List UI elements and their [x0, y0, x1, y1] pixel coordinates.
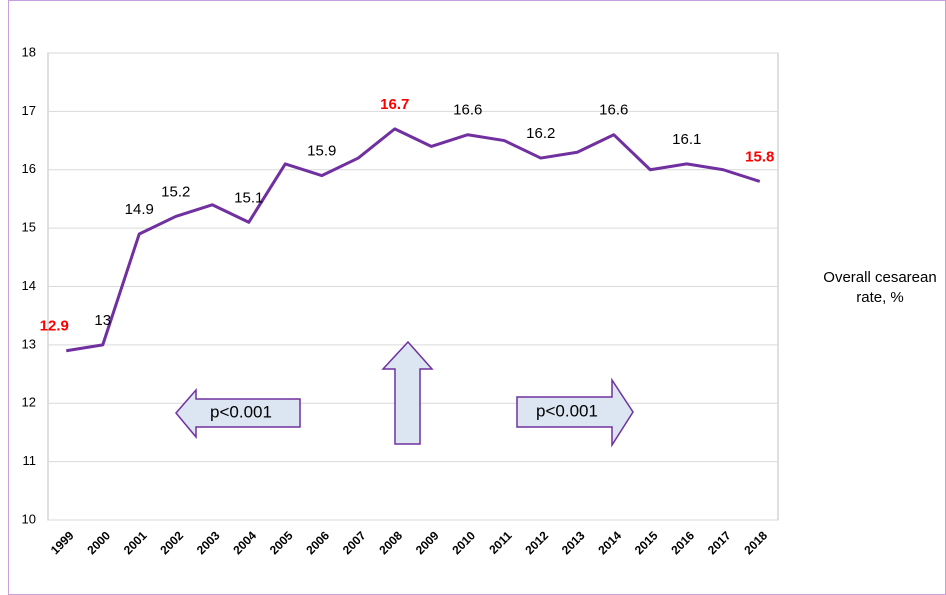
x-tick-label: 2005	[267, 528, 296, 557]
data-label: 16.6	[453, 102, 482, 119]
x-tick-label: 2000	[84, 528, 113, 557]
x-tick-label: 2007	[340, 528, 369, 557]
y-tick-label: 13	[22, 336, 36, 351]
data-label: 16.2	[526, 125, 555, 142]
data-label: 15.8	[745, 148, 774, 165]
data-label: 14.9	[125, 201, 154, 218]
annotation: p<0.001	[210, 402, 272, 421]
up-arrow	[381, 340, 434, 445]
grid	[48, 52, 778, 521]
y-tick-label: 12	[22, 395, 36, 410]
y-tick-label: 10	[22, 511, 36, 526]
x-tick-label: 2018	[741, 528, 770, 557]
annotation: p<0.001	[536, 401, 598, 420]
line	[66, 127, 761, 353]
x-tick-label: 2013	[559, 528, 588, 557]
x-tick-label: 2012	[522, 528, 551, 557]
y-tick-label: 17	[22, 103, 36, 118]
x-tick-label: 2006	[303, 528, 332, 557]
x-tick-label: 2008	[376, 528, 405, 557]
x-tick-label: 1999	[48, 528, 77, 557]
data-label: 16.7	[380, 96, 409, 113]
data-label: 15.1	[234, 189, 263, 206]
x-tick-label: 2009	[413, 528, 442, 557]
y-tick-label: 16	[22, 161, 36, 176]
legend-entry: Overall cesarean rate, %	[823, 269, 937, 306]
data-label: 13	[94, 312, 111, 329]
x-tick-label: 2014	[595, 528, 624, 557]
x-tick-label: 2011	[486, 528, 515, 557]
data-label: 15.9	[307, 143, 336, 160]
y-tick-label: 14	[22, 278, 36, 293]
x-tick-label: 2004	[230, 528, 259, 557]
outer-border	[8, 0, 946, 595]
y-tick-label: 15	[22, 220, 36, 235]
data-label: 12.9	[40, 318, 69, 335]
data-label: 16.1	[672, 131, 701, 148]
x-tick-label: 2010	[449, 528, 478, 557]
x-tick-label: 2016	[668, 528, 697, 557]
left-arrow	[175, 387, 301, 440]
data-label: 15.2	[161, 183, 190, 200]
y-tick-label: 11	[23, 453, 37, 468]
x-tick-label: 2001	[121, 528, 150, 557]
right-arrow	[516, 377, 634, 448]
x-tick-label: 2003	[194, 528, 223, 557]
data-label: 16.6	[599, 102, 628, 119]
x-tick-label: 2017	[705, 528, 734, 557]
y-tick-label: 18	[22, 44, 36, 59]
x-tick-label: 2002	[157, 528, 186, 557]
x-tick-label: 2015	[632, 528, 661, 557]
